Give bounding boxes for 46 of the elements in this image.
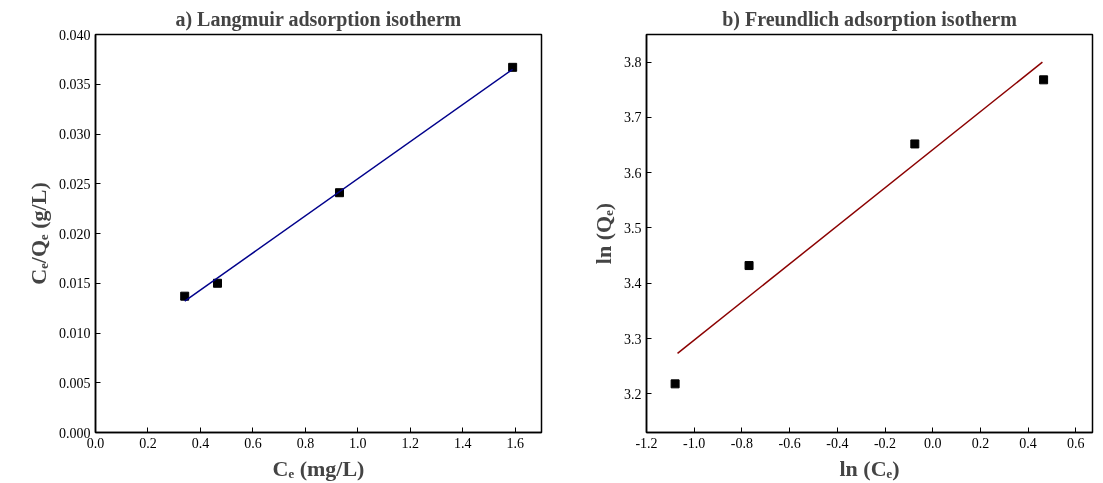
x-tick-label: -0.6	[778, 435, 801, 451]
x-tick-label: 1.6	[506, 435, 525, 451]
y-axis-title: ln (Qₑ)	[591, 202, 616, 265]
y-tick-label: 3.3	[624, 331, 642, 347]
x-tick-label: -1.0	[683, 435, 706, 451]
x-axis-title: Cₑ (mg/L)	[272, 455, 365, 481]
x-tick-label: 0.0	[923, 435, 942, 451]
x-tick-label: 1.0	[349, 435, 367, 451]
y-tick-label: 0.040	[59, 27, 91, 43]
x-tick-label: -0.8	[730, 435, 753, 451]
point	[670, 379, 680, 389]
x-tick-label: -0.2	[873, 435, 897, 451]
x-tick-label: 0.6	[1067, 435, 1085, 451]
chart-title: a) Langmuir adsorption isotherm	[175, 7, 462, 31]
point	[910, 139, 920, 149]
point	[1039, 75, 1049, 85]
y-tick-label: 0.020	[59, 226, 91, 242]
y-tick-label: 3.8	[624, 55, 642, 71]
y-tick-label: 0.015	[59, 276, 91, 292]
x-tick-label: 0.2	[139, 435, 157, 451]
x-tick-label: 0.4	[1019, 435, 1037, 451]
y-tick-label: 0.025	[59, 176, 91, 192]
point	[508, 62, 518, 72]
y-tick-label: 0.030	[59, 127, 91, 142]
x-tick-label: 1.4	[454, 435, 472, 451]
y-tick-label: 0.035	[59, 77, 91, 93]
y-tick-label: 3.6	[624, 165, 642, 181]
x-tick-label: 0.4	[191, 435, 210, 451]
x-tick-label: 0.6	[244, 435, 262, 451]
chart-title: b) Freundlich adsorption isotherm	[722, 7, 1018, 31]
x-tick-label: -1.2	[635, 435, 658, 451]
y-tick-label: 0.005	[59, 375, 91, 391]
point	[212, 278, 222, 288]
point	[180, 291, 190, 301]
y-tick-label: 3.5	[624, 220, 642, 236]
y-tick-label: 3.4	[624, 276, 642, 292]
y-axis-title: Cₑ/Qₑ (g/L)	[26, 182, 51, 285]
x-axis-title: ln (Cₑ)	[839, 455, 900, 481]
x-tick-label: 0.2	[971, 435, 990, 451]
x-tick-label: 1.2	[401, 435, 420, 451]
y-tick-label: 3.2	[624, 386, 642, 402]
y-tick-label: 0.010	[59, 326, 91, 341]
point	[744, 261, 754, 271]
x-tick-label: -0.4	[826, 435, 849, 451]
x-tick-label: 0.8	[296, 435, 315, 451]
y-tick-label: 3.7	[624, 110, 642, 126]
